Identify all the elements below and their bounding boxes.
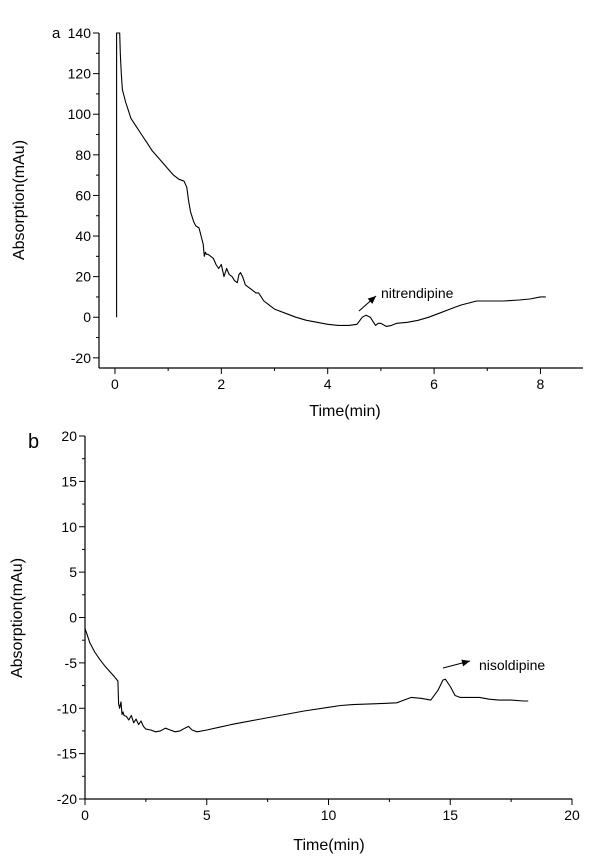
- annotation-label: nitrendipine: [381, 285, 454, 301]
- annotation-arrowhead: [461, 659, 470, 667]
- y-tick-label: 20: [75, 269, 91, 285]
- x-tick-label: 10: [321, 807, 337, 823]
- x-axis-title: Time(min): [309, 403, 380, 420]
- x-axis-title: Time(min): [293, 837, 364, 854]
- annotation-arrowhead: [367, 296, 376, 304]
- x-tick-label: 0: [81, 807, 89, 823]
- chart-panel-a: -20 0 20 40 60 80 100 120 140 0 2 4 6 8 Time(min) Absor…: [11, 25, 583, 420]
- chart-panel-b: -20 -15 -10 -5 0 5 10 15 20 0 5 10 15 20 Time(min) Abso…: [9, 428, 580, 854]
- x-tick-label: 5: [203, 807, 211, 823]
- y-tick-label: 5: [69, 564, 77, 580]
- panel-letter: b: [28, 431, 39, 453]
- y-axis-title: Absorption(mAu): [9, 558, 26, 678]
- y-tick-label: 140: [68, 25, 92, 41]
- y-tick-label: 120: [68, 66, 92, 82]
- y-tick-label: 0: [69, 610, 77, 626]
- x-tick-label: 15: [442, 807, 458, 823]
- y-tick-label: 100: [68, 106, 92, 122]
- y-tick-label: 40: [75, 228, 91, 244]
- y-tick-label: -15: [57, 746, 77, 762]
- y-axis-title: Absorption(mAu): [11, 140, 28, 260]
- y-tick-label: -20: [71, 350, 91, 366]
- x-tick-label: 0: [111, 376, 119, 392]
- x-tick-label: 20: [564, 807, 580, 823]
- x-tick-label: 8: [537, 376, 545, 392]
- y-tick-label: 60: [75, 187, 91, 203]
- y-tick-label: -5: [65, 655, 78, 671]
- series-line: [84, 628, 529, 733]
- x-tick-label: 6: [430, 376, 438, 392]
- annotation-label: nisoldipine: [479, 657, 545, 673]
- x-tick-label: 4: [324, 376, 332, 392]
- y-tick-label: 10: [61, 519, 77, 535]
- y-tick-label: 0: [83, 309, 91, 325]
- series-line: [116, 32, 546, 327]
- y-tick-label: 80: [75, 147, 91, 163]
- x-tick-label: 2: [217, 376, 225, 392]
- y-tick-label: -20: [57, 791, 77, 807]
- y-tick-label: 15: [61, 473, 77, 489]
- y-tick-label: -10: [57, 700, 77, 716]
- panel-letter: a: [52, 25, 61, 42]
- y-tick-label: 20: [61, 428, 77, 444]
